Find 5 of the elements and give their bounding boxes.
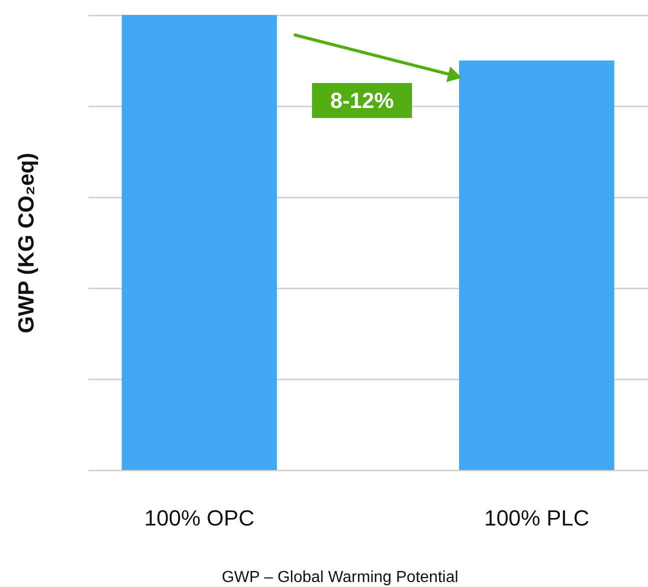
y-axis-title: GWP (KG CO₂eq) xyxy=(14,152,38,334)
annotation: 8-12% xyxy=(330,88,394,113)
x-tick-label: 100% OPC xyxy=(144,506,254,530)
x-tick-label: 100% PLC xyxy=(484,506,590,530)
text: GWP – Global Warming Potential xyxy=(222,569,458,586)
